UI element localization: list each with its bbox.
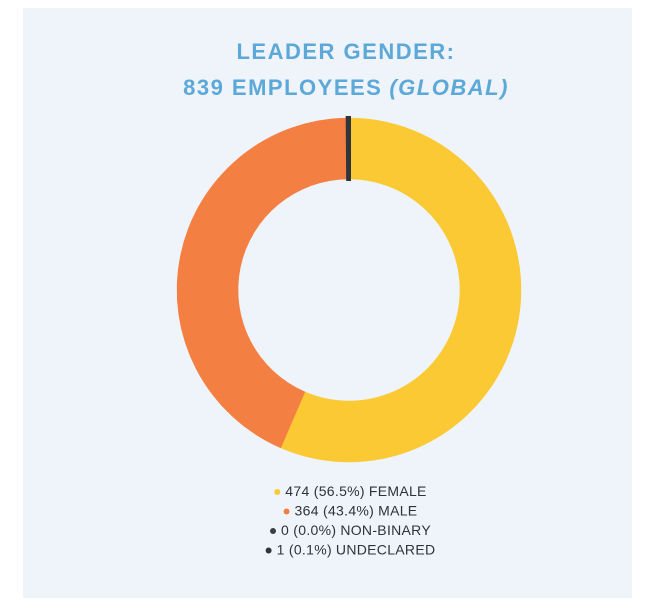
legend-label: 474 (56.5%) FEMALE [285, 483, 426, 499]
legend-swatch [270, 528, 277, 534]
subtitle-note: (GLOBAL) [389, 75, 509, 100]
legend-value: 474 (56.5%) [285, 483, 365, 499]
legend-category: UNDECLARED [336, 541, 435, 557]
legend-value: 364 (43.4%) [295, 502, 375, 518]
legend-value: 0 (0.0%) [281, 522, 336, 538]
legend-label: 1 (0.1%) UNDECLARED [277, 541, 436, 557]
panel [23, 8, 632, 598]
slice [345, 115, 351, 182]
legend-label: 364 (43.4%) MALE [295, 502, 418, 518]
legend-label: 0 (0.0%) NON-BINARY [281, 522, 431, 538]
legend-category: NON-BINARY [340, 522, 431, 538]
donut [176, 115, 522, 463]
legend: 474 (56.5%) FEMALE 364 (43.4%) MALE 0 (0.0%)… [265, 483, 436, 557]
subtitle-main: 839 EMPLOYEES [183, 75, 382, 100]
chart-title: LEADER GENDER: [236, 39, 455, 64]
legend-swatch [283, 508, 290, 515]
legend-swatch [265, 547, 272, 554]
legend-value: 1 (0.1%) [277, 541, 332, 557]
chart-subtitle: 839 EMPLOYEES (GLOBAL) [183, 75, 509, 100]
slice [280, 117, 522, 463]
legend-category: FEMALE [369, 483, 427, 499]
legend-swatch [274, 489, 281, 495]
legend-category: MALE [378, 502, 417, 518]
slice [176, 117, 349, 449]
